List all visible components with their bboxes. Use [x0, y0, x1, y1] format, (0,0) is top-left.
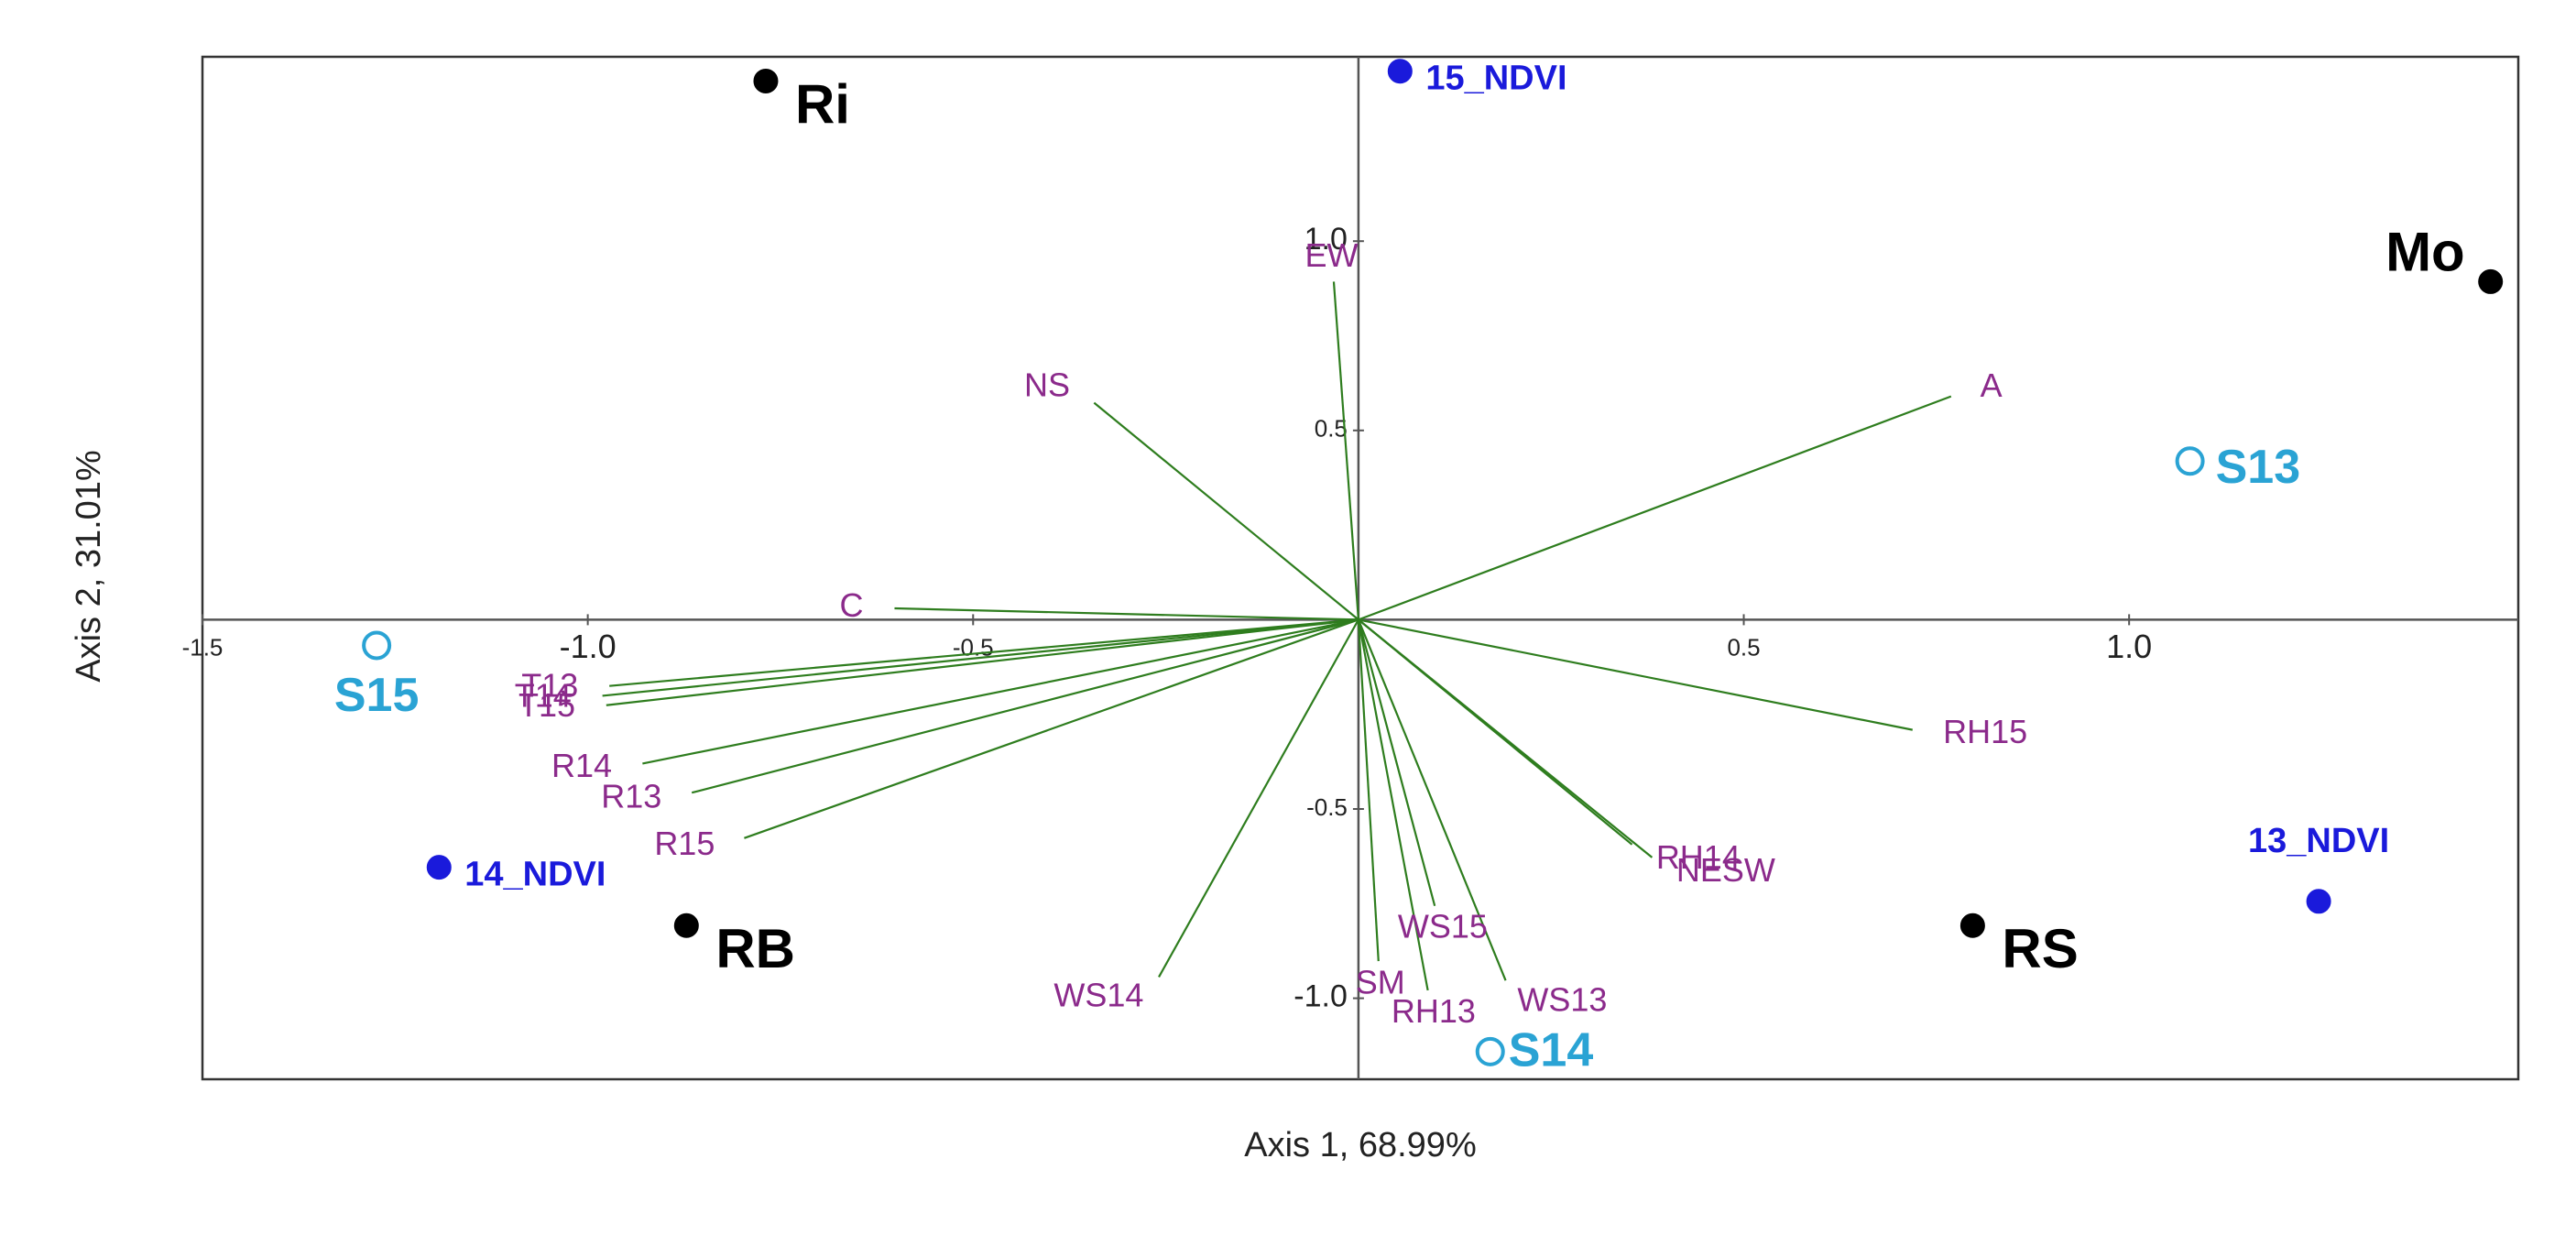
vector [1358, 395, 1952, 621]
point-label: 15_NDVI [1425, 60, 1566, 98]
open-point [362, 630, 392, 661]
y-axis-title: Axis 2, 31.01% [70, 450, 108, 682]
point-label: Ri [795, 73, 850, 135]
vector-label: T15 [518, 686, 575, 724]
vector-label: SM [1356, 964, 1405, 1001]
vector [1357, 619, 1380, 962]
point-label: S13 [2216, 441, 2301, 494]
vector-label: EW [1305, 236, 1359, 274]
vector-label: NS [1024, 366, 1070, 404]
point-label: 14_NDVI [464, 856, 606, 894]
point-label: Mo [2385, 221, 2465, 282]
plot-frame [201, 55, 2520, 1081]
vector-label: T13 [521, 667, 578, 705]
y-tick-label: 0.5 [1315, 415, 1348, 443]
point-label: S14 [1509, 1024, 1594, 1077]
vector [1357, 619, 1429, 991]
vector-label: R13 [601, 777, 661, 814]
open-point [1475, 1036, 1505, 1066]
vector [606, 618, 1359, 706]
point [1387, 59, 1413, 84]
point-label: RS [2002, 918, 2078, 979]
vector-label: WS14 [1053, 977, 1143, 1014]
x-tick-label: 1.0 [2106, 628, 2152, 665]
vector [1357, 618, 1507, 981]
vector-label: WS13 [1517, 981, 1607, 1019]
point [426, 855, 452, 880]
vector [1158, 618, 1359, 978]
vector [602, 618, 1359, 697]
vector-label: R15 [654, 825, 715, 862]
vector [894, 607, 1359, 621]
vector [1358, 618, 1654, 858]
y-tick-label: -0.5 [1306, 793, 1348, 821]
y-tick-label: 1.0 [1304, 222, 1348, 257]
vector [642, 618, 1359, 765]
point [2306, 889, 2331, 914]
vector-label: R14 [551, 747, 612, 784]
x-tick-label: -1.0 [560, 628, 617, 665]
vector-label: C [839, 586, 863, 624]
vector [744, 618, 1359, 839]
vector [1357, 619, 1436, 907]
vector [1358, 618, 1913, 731]
vector-label: RH15 [1943, 713, 2027, 750]
point-label: 13_NDVI [2248, 822, 2389, 860]
vector [609, 618, 1359, 687]
point [1959, 913, 1985, 938]
point-label: S15 [334, 669, 420, 722]
vector-label: WS15 [1398, 907, 1488, 945]
point-label: RB [715, 918, 795, 979]
vector-label: T14 [515, 677, 572, 715]
x-tick-label: 0.5 [1727, 633, 1760, 661]
point [753, 68, 779, 93]
y-tick-label: -1.0 [1293, 979, 1348, 1014]
vector [1093, 401, 1359, 621]
vector-label: RH13 [1392, 992, 1476, 1030]
vector [691, 618, 1359, 794]
open-point [2175, 446, 2205, 476]
vector-label: RH14 [1656, 838, 1741, 876]
vector [1332, 281, 1359, 620]
x-axis-title: Axis 1, 68.99% [1244, 1126, 1476, 1164]
vector-label: NESW [1676, 851, 1775, 889]
point [673, 913, 699, 938]
point [2478, 268, 2504, 294]
vector-label: A [1981, 366, 2003, 404]
x-tick-label: -1.5 [182, 633, 224, 661]
